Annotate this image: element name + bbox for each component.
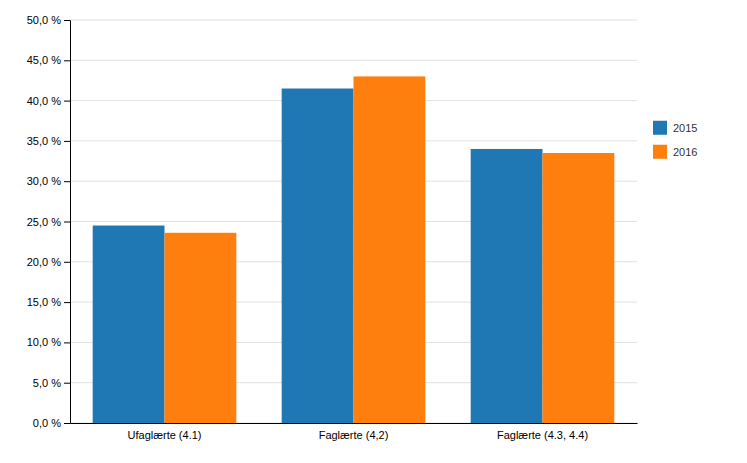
y-tick-mark	[64, 141, 70, 142]
plot-area: 0,0 % 5,0 % 10,0 % 15,0 % 20,0 % 25,0 % 30,0 %…	[27, 14, 638, 441]
x-tick: Ufaglærte (4.1)	[128, 429, 202, 441]
y-tick-mark	[64, 222, 70, 223]
y-tick: 35,0 %	[27, 135, 70, 147]
legend-label: 2016	[673, 146, 697, 158]
y-tick-label: 10,0 %	[27, 336, 61, 348]
y-tick-label: 50,0 %	[27, 14, 61, 26]
bar-series	[165, 76, 615, 423]
bar	[471, 149, 543, 423]
y-tick: 40,0 %	[27, 95, 70, 107]
grid	[70, 20, 637, 423]
y-tick-label: 15,0 %	[27, 296, 61, 308]
grid-line	[70, 20, 637, 21]
x-axis-line	[71, 423, 638, 424]
y-tick: 25,0 %	[27, 216, 70, 228]
y-tick-label: 0,0 %	[33, 417, 61, 429]
y-tick: 10,0 %	[27, 336, 70, 348]
bar	[282, 89, 354, 423]
y-tick-label: 35,0 %	[27, 135, 61, 147]
y-tick-mark	[64, 181, 70, 182]
y-tick-mark	[64, 342, 70, 343]
legend: 2015 2016	[653, 121, 697, 159]
y-tick: 45,0 %	[27, 54, 70, 66]
y-axis: 0,0 % 5,0 % 10,0 % 15,0 % 20,0 % 25,0 % 30,0 %…	[27, 14, 71, 429]
bar	[93, 226, 165, 423]
grid-line	[70, 60, 637, 61]
y-tick-mark	[64, 101, 70, 102]
legend-item: 2015	[653, 121, 697, 135]
y-tick: 15,0 %	[27, 296, 70, 308]
legend-label: 2015	[673, 122, 697, 134]
x-tick-label: Faglærte (4.3, 4.4)	[497, 429, 588, 441]
x-tick: Faglærte (4,2)	[319, 429, 389, 441]
y-tick-mark	[64, 60, 70, 61]
y-tick-mark	[64, 20, 70, 21]
y-tick-label: 5,0 %	[33, 377, 61, 389]
y-tick-label: 25,0 %	[27, 216, 61, 228]
chart-svg: 0,0 % 5,0 % 10,0 % 15,0 % 20,0 % 25,0 % 30,0 %…	[0, 0, 747, 463]
y-tick: 30,0 %	[27, 175, 70, 187]
y-axis-line	[64, 21, 71, 424]
y-tick: 50,0 %	[27, 14, 70, 26]
x-tick-label: Ufaglærte (4.1)	[128, 429, 202, 441]
x-tick: Faglærte (4.3, 4.4)	[497, 429, 588, 441]
legend-item: 2016	[653, 145, 697, 159]
x-tick-label: Faglærte (4,2)	[319, 429, 389, 441]
legend-swatch	[653, 145, 667, 159]
bars	[93, 76, 615, 423]
y-tick: 5,0 %	[33, 377, 70, 389]
y-tick-mark	[64, 383, 70, 384]
y-tick-label: 20,0 %	[27, 256, 61, 268]
bar-series	[93, 89, 543, 423]
x-axis: Ufaglærte (4.1) Faglærte (4,2) Faglærte (4…	[71, 424, 638, 441]
bar	[354, 76, 426, 423]
y-tick-mark	[64, 423, 70, 424]
y-tick: 0,0 %	[33, 417, 70, 429]
y-tick: 20,0 %	[27, 256, 70, 268]
y-tick-mark	[64, 262, 70, 263]
y-tick-label: 40,0 %	[27, 95, 61, 107]
legend-swatch	[653, 121, 667, 135]
y-tick-label: 30,0 %	[27, 175, 61, 187]
y-tick-label: 45,0 %	[27, 54, 61, 66]
y-tick-mark	[64, 302, 70, 303]
bar	[165, 233, 237, 423]
bar	[543, 153, 615, 423]
